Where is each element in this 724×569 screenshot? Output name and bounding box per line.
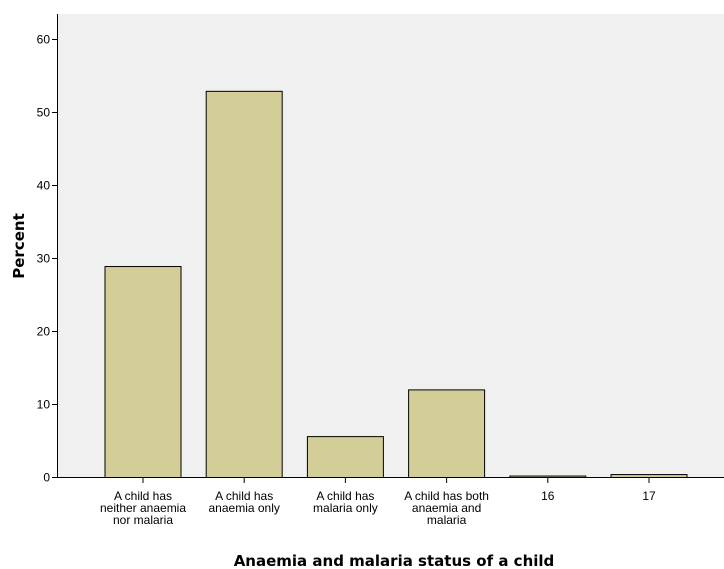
- x-tick-label: A child has anaemia only: [209, 489, 280, 515]
- y-tick-label: 20: [37, 325, 51, 339]
- x-tick-label: A child has neither anaemia nor malaria: [100, 489, 186, 527]
- x-tick-label: A child has both anaemia and malaria: [404, 489, 489, 527]
- bar: [408, 389, 486, 478]
- x-tick-label: A child has malaria only: [313, 489, 378, 515]
- y-tick-label: 60: [37, 33, 51, 47]
- y-tick-label: 10: [37, 398, 51, 412]
- y-tick-label: 30: [37, 252, 51, 266]
- x-tick-label: 16: [541, 489, 555, 503]
- x-tick-label: 17: [642, 489, 656, 503]
- x-axis-tick-labels: A child has neither anaemia nor malaria A c…: [100, 478, 656, 527]
- bar: [205, 90, 283, 479]
- bar: [104, 266, 182, 478]
- bar: [306, 436, 384, 478]
- y-axis-title: Percent: [10, 213, 28, 278]
- y-tick-label: 40: [37, 179, 51, 193]
- y-tick-label: 50: [37, 106, 51, 120]
- y-tick-label: 0: [43, 471, 50, 485]
- y-axis-ticks: 0 10 20 30 40 50 60: [37, 33, 57, 485]
- x-axis-title: Anaemia and malaria status of a child: [234, 552, 555, 569]
